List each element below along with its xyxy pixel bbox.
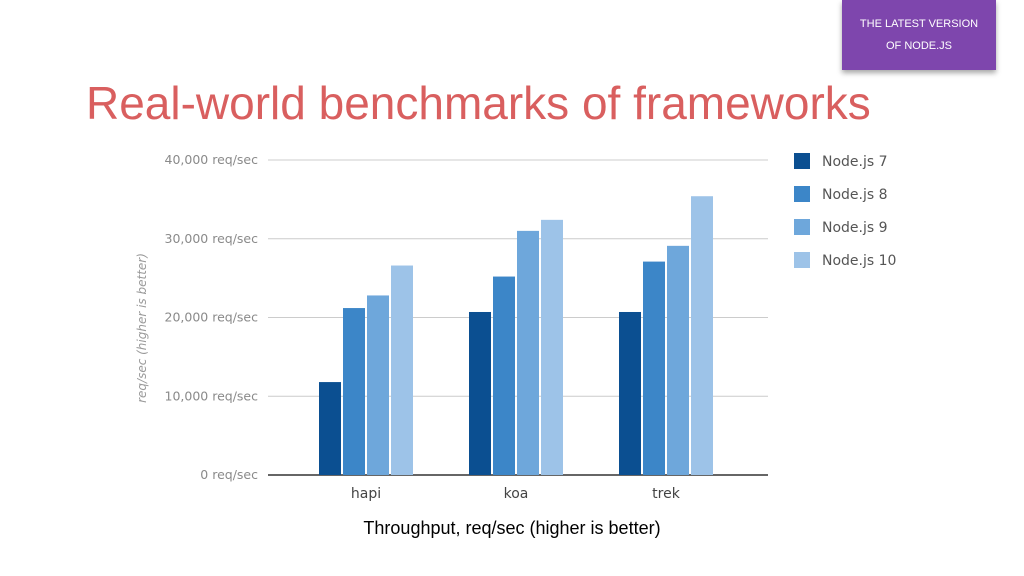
- y-tick-label: 0 req/sec: [200, 467, 258, 482]
- bar-hapi-node-js-7: [319, 382, 341, 475]
- bar-trek-node-js-7: [619, 311, 641, 475]
- benchmark-chart: 0 req/sec 10,000 req/sec 20,000 req/sec 30,…: [135, 152, 896, 502]
- bar-trek-node-js-8: [643, 261, 665, 475]
- y-tick-label: 40,000 req/sec: [165, 152, 259, 167]
- x-category-label: trek: [652, 486, 681, 502]
- legend-swatch: [794, 186, 810, 202]
- legend-swatch: [794, 219, 810, 235]
- y-tick-label: 30,000 req/sec: [165, 231, 259, 246]
- x-category-label: hapi: [351, 486, 381, 502]
- bar-koa-node-js-9: [517, 230, 539, 475]
- bar-trek-node-js-9: [667, 245, 689, 475]
- legend-label: Node.js 9: [822, 220, 888, 236]
- chart-caption: Throughput, req/sec (higher is better): [363, 518, 661, 538]
- legend-label: Node.js 8: [822, 187, 888, 203]
- bar-hapi-node-js-10: [391, 265, 413, 475]
- bar-hapi-node-js-9: [367, 295, 389, 475]
- x-category-label: koa: [504, 486, 529, 502]
- legend-label: Node.js 10: [822, 253, 896, 269]
- y-tick-label: 10,000 req/sec: [165, 388, 259, 403]
- y-tick-label: 20,000 req/sec: [165, 310, 259, 325]
- slide-title: Real-world benchmarks of frameworks: [86, 77, 871, 129]
- bar-trek-node-js-10: [691, 196, 713, 475]
- bar-hapi-node-js-8: [343, 308, 365, 475]
- legend-label: Node.js 7: [822, 154, 888, 170]
- badge-line-2: OF NODE.JS: [885, 40, 952, 52]
- bar-koa-node-js-7: [469, 311, 491, 475]
- version-badge: THE LATEST VERSION OF NODE.JS: [842, 0, 996, 70]
- y-axis-label: req/sec (higher is better): [135, 253, 149, 403]
- bar-koa-node-js-8: [493, 276, 515, 475]
- legend-swatch: [794, 153, 810, 169]
- bar-koa-node-js-10: [541, 219, 563, 475]
- badge-line-1: THE LATEST VERSION: [859, 18, 979, 30]
- legend-swatch: [794, 252, 810, 268]
